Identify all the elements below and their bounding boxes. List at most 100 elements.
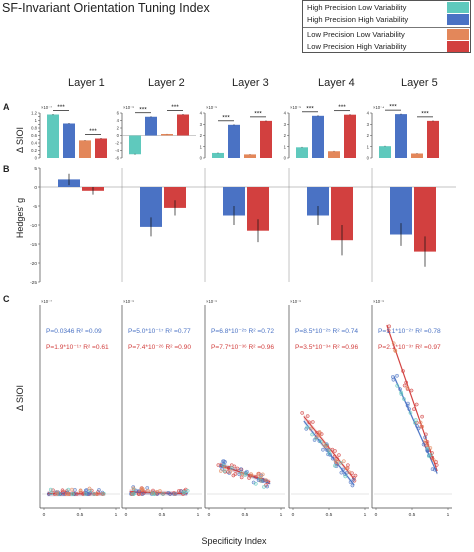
panel-c-point <box>330 456 335 461</box>
panel-c-point <box>134 488 138 493</box>
layer-label-2: Layer 2 <box>148 77 185 89</box>
legend-swatch-2 <box>447 14 469 25</box>
panel-a-exponent: ×10⁻⁵ <box>290 105 301 110</box>
panel-c-point <box>398 387 402 392</box>
panel-c-point <box>317 433 322 438</box>
panel-c-point <box>346 463 350 468</box>
panel-c-point <box>323 444 328 449</box>
panel-c-point <box>418 420 423 425</box>
panel-c-xtick-label: 0.5 <box>77 512 84 518</box>
panel-c-point <box>344 466 349 471</box>
panel-c-point <box>264 478 268 483</box>
panel-c-point <box>402 397 406 401</box>
panel-a-ytick-label: 0 <box>284 156 287 161</box>
legend-entry-2: High Precision High Variability <box>307 14 408 25</box>
panel-c-point <box>430 467 435 471</box>
panel-c-point <box>232 464 237 469</box>
panel-a-ytick-label: 0 <box>367 156 370 161</box>
panel-a-ytick-label: 4 <box>284 111 287 116</box>
panel-a-bar <box>79 140 91 158</box>
panel-a-bar <box>312 115 324 158</box>
panel-c-point <box>73 488 77 492</box>
panel-c-point <box>407 407 412 412</box>
panel-a-ytick-label: 0 <box>35 156 38 161</box>
panel-a-ytick-label: -4 <box>115 148 119 153</box>
panel-c-point <box>429 453 433 457</box>
panel-c-point <box>321 447 325 452</box>
legend-swatch-1 <box>447 2 469 13</box>
panel-c-point <box>424 432 428 437</box>
panel-b-ytick-label: -10 <box>30 223 37 229</box>
panel-a-bar <box>129 135 141 155</box>
panel-c-point <box>173 492 177 496</box>
panel-c-exponent: ×10⁻⁶ <box>373 299 384 304</box>
panel-c-point <box>222 469 227 474</box>
panel-c-stat-red: P=2.1*10⁻³⁷ R² =0.97 <box>378 344 441 351</box>
panel-c-point <box>391 377 396 382</box>
legend-divider <box>303 27 470 28</box>
panel-a-bar <box>212 152 224 158</box>
panel-c-point <box>387 324 392 329</box>
panel-c-xtick-label: 0 <box>125 512 128 518</box>
panel-c-point <box>48 487 53 492</box>
panel-c-xtick-label: 0 <box>208 512 211 518</box>
panel-c-point <box>229 466 234 470</box>
panel-c-point <box>395 373 399 378</box>
panel-a-bar <box>47 114 59 158</box>
legend-entry-1: High Precision Low Variability <box>307 2 406 13</box>
panel-c-point <box>84 488 89 492</box>
panel-c-point <box>338 460 343 465</box>
panel-a-bar <box>411 153 423 158</box>
panel-c-point <box>308 426 313 431</box>
panel-a-ytick-label: -6 <box>115 156 119 161</box>
panel-c-xtick-label: 1 <box>447 512 450 518</box>
legend-label-4: Low Precision High Variability <box>307 42 407 51</box>
panel-a-ytick-label: 1.2 <box>31 111 37 116</box>
panel-c-point <box>100 492 105 496</box>
panel-c-fit-line <box>303 416 355 480</box>
panel-c-point <box>66 492 71 496</box>
panel-a-ytick-label: 3 <box>367 122 370 127</box>
panel-c-point <box>347 470 352 475</box>
panel-c-point <box>317 430 322 434</box>
panel-c-point <box>258 474 263 479</box>
panel-a-bar <box>395 114 407 158</box>
panel-c-point <box>239 475 244 480</box>
panel-b-bar <box>331 187 353 241</box>
panel-c-point <box>430 451 434 455</box>
panel-a-ytick-label: 0.8 <box>31 126 37 131</box>
panel-a-bar <box>296 147 308 158</box>
panel-a-bar-charts: 00.20.40.60.811.2×10⁻⁷ ******-6-4-20246×1… <box>31 104 439 161</box>
panel-c-point <box>150 491 155 496</box>
panel-c-point <box>334 460 339 464</box>
panel-c-point <box>395 383 400 388</box>
panel-c-point <box>231 473 236 478</box>
panel-c-point <box>253 474 258 479</box>
panel-c-point <box>434 463 439 467</box>
panel-a-ytick-label: 4 <box>117 118 120 123</box>
panel-c-point <box>131 486 136 491</box>
panel-c-scatter-plots: ×10⁻⁷ 0 0.5 1 P=0.0346 R² =0.09 P=1.9*10⁻¹⁷ R… <box>39 299 452 518</box>
panel-c-point <box>168 492 173 496</box>
panel-c-point <box>413 421 417 425</box>
panel-a-ytick-label: 0.2 <box>31 148 37 153</box>
panel-c-point <box>348 480 353 485</box>
panel-a-sig-marker: *** <box>389 104 397 111</box>
panel-c-point <box>414 402 419 407</box>
panel-c-point <box>92 492 96 496</box>
panel-c-point <box>305 414 310 418</box>
panel-c-point <box>87 486 92 491</box>
panel-a-ytick-label: 4 <box>200 111 203 116</box>
panel-c-xtick-label: 0 <box>292 512 295 518</box>
panel-c-point <box>65 492 69 496</box>
panel-c-point <box>339 470 344 475</box>
panel-c-xtick-label: 1 <box>197 512 200 518</box>
panel-c-point <box>404 380 409 385</box>
panel-c-stat-red: P=7.7*10⁻³⁶ R² =0.96 <box>211 344 274 351</box>
panel-c-point <box>393 348 398 353</box>
panel-c-stat-red: P=7.4*10⁻²⁶ R² =0.90 <box>128 344 191 351</box>
ylabel-panel-c: Δ SIOI <box>15 385 25 411</box>
panel-a-ytick-label: 2 <box>367 133 370 138</box>
panel-a-bar <box>328 151 340 158</box>
panel-c-point <box>265 484 270 489</box>
